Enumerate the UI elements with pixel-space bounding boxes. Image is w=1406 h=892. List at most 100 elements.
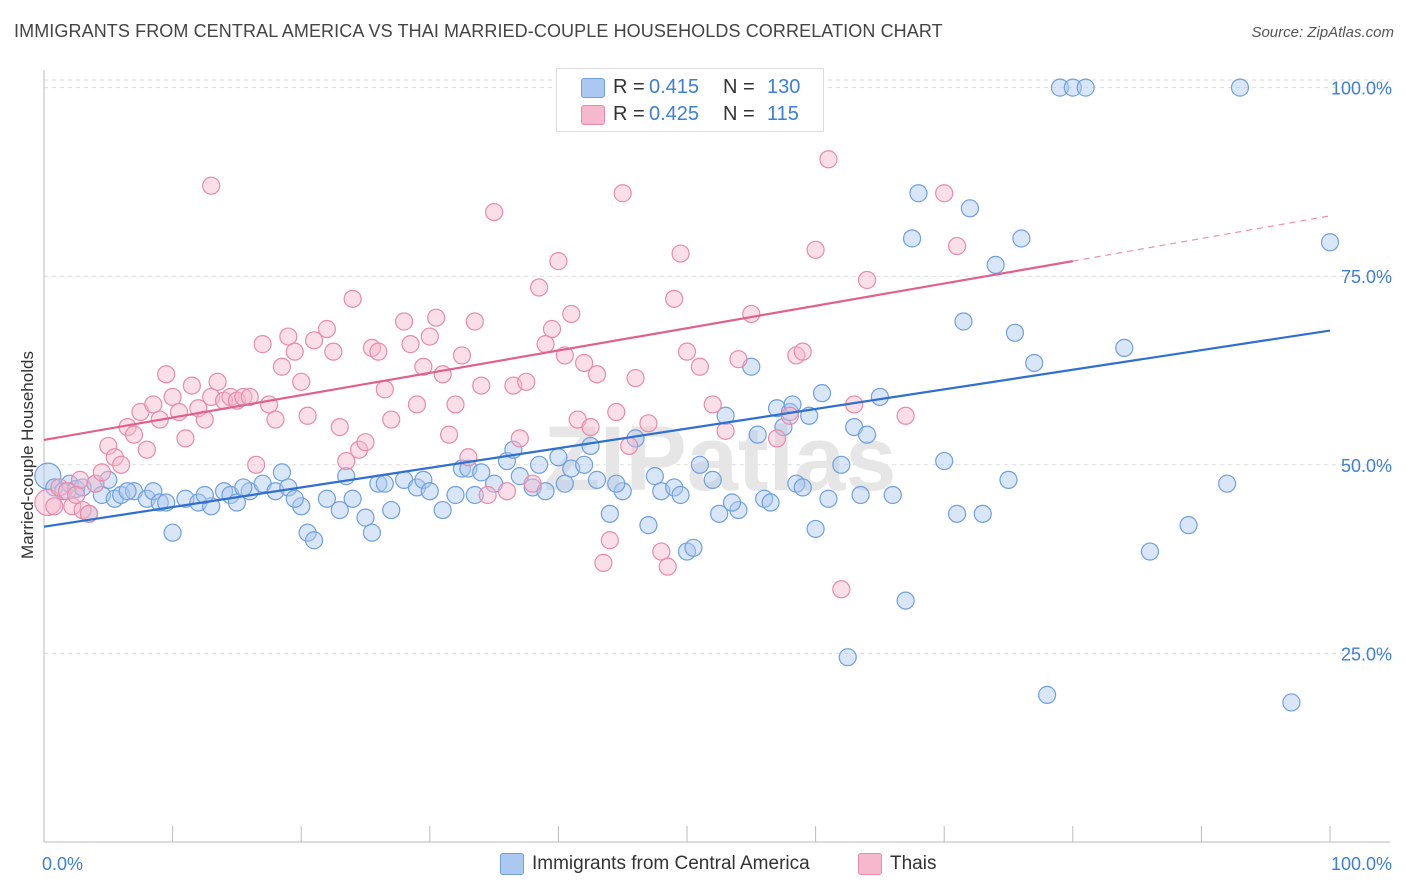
data-point-central-america bbox=[896, 591, 915, 610]
data-point-thais bbox=[259, 395, 279, 414]
data-point-thais bbox=[742, 304, 761, 324]
data-point-thais bbox=[857, 270, 877, 290]
data-point-central-america bbox=[986, 255, 1005, 274]
data-point-thais bbox=[240, 387, 259, 407]
data-point-thais bbox=[581, 417, 600, 437]
r-label: R = bbox=[613, 76, 645, 98]
data-point-thais bbox=[767, 429, 787, 448]
data-point-thais bbox=[266, 410, 285, 429]
data-point-central-america bbox=[304, 531, 324, 550]
data-point-central-america bbox=[362, 523, 382, 542]
data-point-central-america bbox=[118, 482, 137, 501]
legend-swatch-pink bbox=[858, 853, 882, 875]
r-label: R = bbox=[613, 103, 645, 125]
data-point-thais bbox=[112, 455, 131, 474]
data-point-central-america bbox=[1076, 78, 1095, 97]
data-point-thais bbox=[382, 410, 401, 429]
data-point-central-america bbox=[575, 455, 594, 474]
y-tick-label: 25.0% bbox=[1341, 644, 1392, 664]
data-point-thais bbox=[485, 202, 504, 222]
data-point-thais bbox=[600, 531, 619, 550]
chart-title: IMMIGRANTS FROM CENTRAL AMERICA VS THAI … bbox=[14, 21, 943, 41]
data-point-central-america bbox=[710, 504, 729, 523]
data-point-thais bbox=[182, 376, 201, 395]
data-point-central-america bbox=[703, 470, 722, 489]
n-value: 115 bbox=[767, 103, 799, 125]
data-point-central-america bbox=[285, 489, 304, 508]
data-point-central-america bbox=[1005, 323, 1025, 342]
data-point-thais bbox=[124, 425, 144, 444]
data-point-central-america bbox=[729, 500, 748, 520]
data-point-thais bbox=[620, 436, 639, 456]
data-point-central-america bbox=[870, 387, 890, 407]
data-point-central-america bbox=[838, 648, 857, 667]
data-point-central-america bbox=[793, 478, 812, 497]
data-point-thais bbox=[349, 440, 369, 459]
data-point-central-america bbox=[774, 417, 793, 437]
data-point-thais bbox=[819, 150, 838, 169]
source-credit: Source: ZipAtlas.com bbox=[1251, 24, 1394, 41]
stats-legend: R = 0.415 N = 130 R = 0.425 N = 115 bbox=[556, 68, 824, 132]
data-point-central-america bbox=[806, 519, 825, 539]
data-point-central-america bbox=[1320, 233, 1340, 252]
data-point-central-america bbox=[883, 485, 902, 505]
data-point-thais bbox=[832, 580, 851, 599]
data-point-thais bbox=[626, 368, 645, 388]
data-point-thais bbox=[542, 319, 562, 339]
legend-swatch-blue bbox=[581, 78, 605, 98]
data-point-central-america bbox=[272, 463, 292, 482]
data-point-thais bbox=[157, 365, 176, 384]
data-point-thais bbox=[105, 448, 124, 467]
data-point-thais bbox=[253, 335, 272, 354]
data-point-thais bbox=[144, 395, 163, 414]
data-point-thais bbox=[536, 335, 555, 354]
data-point-central-america bbox=[684, 538, 703, 557]
data-point-thais bbox=[407, 395, 427, 414]
data-point-thais bbox=[587, 365, 607, 384]
data-point-central-america bbox=[530, 455, 549, 474]
data-point-thais bbox=[401, 335, 420, 354]
data-point-thais bbox=[298, 406, 317, 425]
data-point-thais bbox=[523, 474, 542, 493]
data-point-central-america bbox=[330, 500, 349, 520]
data-point-central-america bbox=[645, 467, 664, 486]
series-central-america-points bbox=[34, 78, 1340, 712]
data-point-thais bbox=[806, 240, 825, 259]
data-point-thais bbox=[677, 342, 697, 361]
data-point-central-america bbox=[382, 500, 401, 520]
data-point-central-america bbox=[1037, 685, 1057, 704]
data-point-thais bbox=[420, 327, 439, 346]
data-point-central-america bbox=[356, 508, 375, 527]
data-point-central-america bbox=[420, 482, 439, 501]
data-point-thais bbox=[671, 244, 690, 263]
series-thais-points bbox=[34, 150, 967, 599]
data-point-thais bbox=[729, 350, 748, 369]
data-point-central-america bbox=[954, 312, 973, 331]
data-point-thais bbox=[575, 353, 594, 373]
data-point-thais bbox=[665, 289, 684, 308]
data-point-central-america bbox=[150, 493, 169, 512]
data-point-central-america bbox=[613, 482, 632, 501]
data-point-thais bbox=[935, 184, 954, 203]
data-point-thais bbox=[337, 451, 356, 471]
y-tick-label: 100.0% bbox=[1331, 79, 1392, 99]
data-point-thais bbox=[594, 553, 613, 572]
data-point-central-america bbox=[234, 478, 253, 497]
data-point-central-america bbox=[317, 489, 337, 508]
data-point-central-america bbox=[163, 523, 182, 542]
data-point-thais bbox=[292, 372, 311, 391]
data-point-central-america bbox=[375, 474, 394, 493]
data-point-central-america bbox=[851, 485, 870, 505]
gridlines bbox=[44, 79, 1390, 654]
x-tick-label: 0.0% bbox=[42, 854, 83, 874]
data-point-central-america bbox=[960, 199, 980, 218]
n-value: 130 bbox=[767, 76, 801, 98]
data-point-thais bbox=[549, 252, 568, 271]
data-point-central-america bbox=[195, 485, 214, 505]
data-point-thais bbox=[427, 308, 446, 327]
data-point-central-america bbox=[1115, 338, 1134, 357]
data-point-central-america bbox=[600, 504, 619, 523]
data-point-central-america bbox=[1282, 693, 1301, 712]
data-point-thais bbox=[202, 176, 221, 195]
data-point-thais bbox=[433, 365, 452, 384]
